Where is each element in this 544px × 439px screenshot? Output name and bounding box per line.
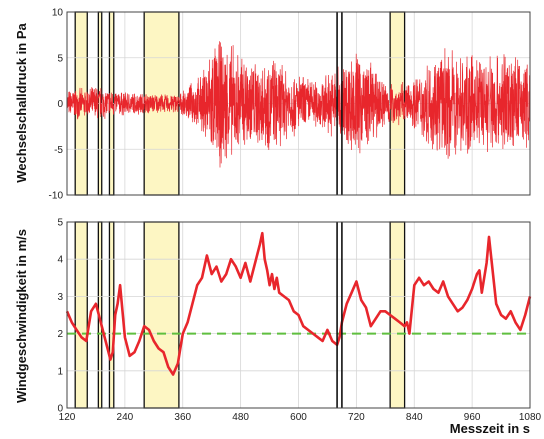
- highlight-band-2-1: [74, 221, 88, 409]
- highlight-band-2-4: [143, 221, 180, 409]
- y-tick-label-2-3: 3: [57, 292, 63, 303]
- x-tick-label-8: 960: [464, 412, 481, 423]
- x-tick-label-4: 480: [232, 412, 249, 423]
- y-tick-label-1-1: 10: [52, 8, 64, 19]
- y-tick-label-2-6: 0: [57, 404, 63, 415]
- wind-speed-line: [65, 231, 532, 376]
- top-y-axis-label: Wechselschalldruck in Pa: [14, 23, 29, 183]
- x-tick-label-5: 600: [290, 412, 307, 423]
- pressure-signal-line: [66, 41, 531, 168]
- plot-frame-2: [66, 221, 531, 409]
- y-tick-label-1-2: 5: [57, 53, 63, 64]
- x-tick-label-3: 360: [174, 412, 191, 423]
- highlight-band-2-5: [389, 221, 406, 409]
- x-axis-label: Messzeit in s: [450, 421, 530, 436]
- x-tick-label-9: 1080: [519, 412, 542, 423]
- x-tick-label-7: 840: [406, 412, 423, 423]
- y-tick-label-2-1: 5: [57, 218, 63, 229]
- series: [65, 41, 532, 376]
- x-tick-label-2: 240: [117, 412, 134, 423]
- y-tick-label-1-4: -5: [54, 145, 63, 156]
- y-tick-label-2-4: 2: [57, 329, 63, 340]
- highlight-band-2-3: [108, 221, 115, 409]
- x-tick-label-1: 120: [59, 412, 76, 423]
- x-tick-label-6: 720: [348, 412, 365, 423]
- y-tick-label-2-2: 4: [57, 255, 63, 266]
- y-tick-label-1-3: 0: [57, 99, 63, 110]
- plot-frame-1: [66, 11, 531, 196]
- y-tick-label-1-5: -10: [49, 191, 64, 202]
- marker-lines: [336, 12, 343, 408]
- y-tick-label-2-5: 1: [57, 366, 63, 377]
- bottom-y-axis-label: Windgeschwindigkeit in m/s: [14, 229, 29, 403]
- plot-frames: [66, 11, 531, 409]
